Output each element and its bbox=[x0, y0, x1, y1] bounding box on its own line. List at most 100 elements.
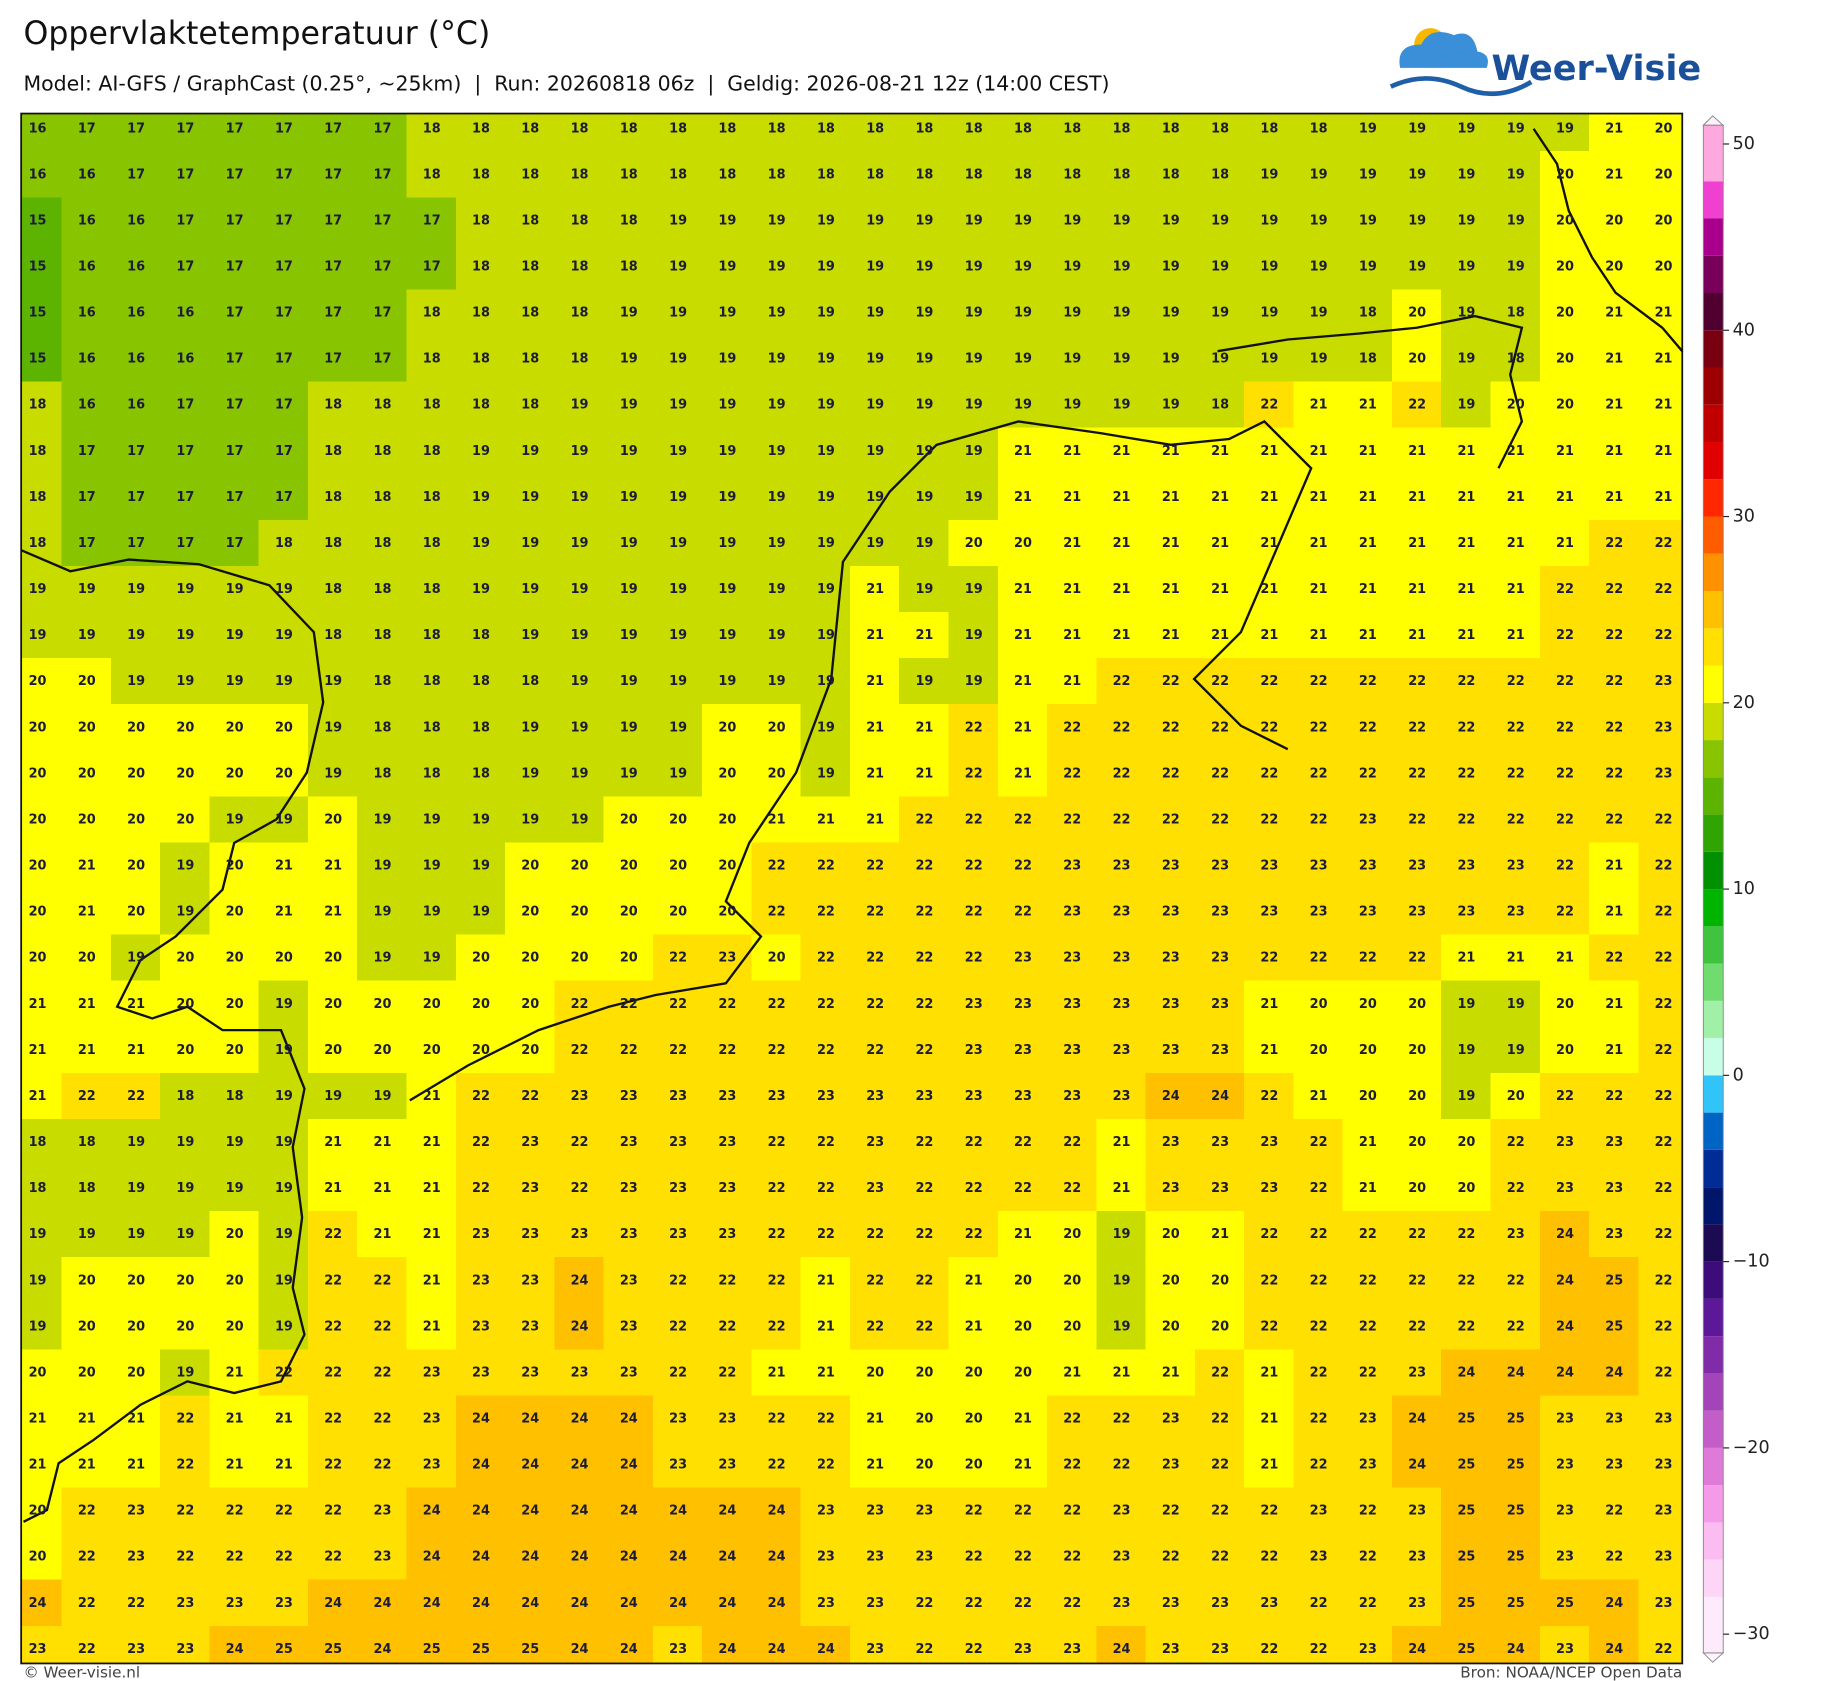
value-label: 23 bbox=[374, 1550, 392, 1565]
value-label: 18 bbox=[29, 536, 47, 551]
value-label: 21 bbox=[1359, 490, 1377, 505]
value-label: 20 bbox=[1014, 536, 1032, 551]
cell bbox=[406, 335, 457, 383]
cell bbox=[406, 289, 457, 337]
colorbar-band bbox=[1703, 479, 1724, 517]
value-label: 19 bbox=[78, 1227, 96, 1242]
value-label: 21 bbox=[1310, 582, 1328, 597]
value-label: 22 bbox=[1260, 720, 1278, 735]
cell bbox=[554, 842, 605, 890]
cell bbox=[1539, 612, 1591, 660]
value-label: 20 bbox=[1162, 1273, 1180, 1288]
value-label: 22 bbox=[571, 1181, 589, 1196]
value-label: 23 bbox=[1655, 674, 1673, 689]
value-label: 23 bbox=[620, 1181, 638, 1196]
cell bbox=[948, 796, 999, 844]
value-label: 21 bbox=[29, 1089, 47, 1104]
value-label: 22 bbox=[915, 997, 933, 1012]
cell bbox=[307, 243, 359, 291]
colorbar-band bbox=[1703, 889, 1724, 927]
value-label: 20 bbox=[1162, 1319, 1180, 1334]
colorbar-band bbox=[1703, 553, 1724, 592]
value-label: 21 bbox=[1063, 444, 1081, 459]
value-label: 19 bbox=[965, 352, 983, 367]
cell bbox=[1638, 519, 1683, 568]
value-label: 22 bbox=[1605, 951, 1623, 966]
value-label: 23 bbox=[1113, 1043, 1131, 1058]
value-label: 23 bbox=[1063, 997, 1081, 1012]
value-label: 20 bbox=[669, 859, 687, 874]
value-label: 22 bbox=[1556, 628, 1574, 643]
value-label: 19 bbox=[275, 1135, 293, 1150]
value-label: 22 bbox=[768, 1181, 786, 1196]
value-label: 24 bbox=[472, 1504, 490, 1519]
cell bbox=[61, 197, 113, 245]
value-label: 17 bbox=[275, 306, 293, 321]
value-label: 19 bbox=[275, 674, 293, 689]
value-label: 22 bbox=[1359, 720, 1377, 735]
value-label: 22 bbox=[1310, 1227, 1328, 1242]
value-label: 22 bbox=[718, 997, 736, 1012]
value-label: 19 bbox=[669, 720, 687, 735]
value-label: 21 bbox=[1408, 536, 1426, 551]
value-label: 17 bbox=[226, 398, 244, 413]
cell bbox=[1589, 197, 1640, 245]
value-label: 18 bbox=[423, 674, 441, 689]
value-label: 18 bbox=[718, 167, 736, 182]
cell bbox=[406, 381, 457, 429]
cell bbox=[800, 381, 852, 429]
cell bbox=[1441, 612, 1492, 660]
cell bbox=[505, 151, 556, 199]
cell bbox=[603, 289, 655, 337]
value-label: 23 bbox=[669, 1411, 687, 1426]
cell bbox=[997, 113, 1049, 153]
value-label: 18 bbox=[521, 167, 539, 182]
value-label: 23 bbox=[423, 1365, 441, 1380]
cell bbox=[406, 113, 457, 153]
cell bbox=[554, 113, 605, 153]
value-label: 23 bbox=[669, 1181, 687, 1196]
cell bbox=[948, 888, 999, 936]
value-label: 19 bbox=[718, 398, 736, 413]
cell bbox=[61, 658, 113, 706]
cell bbox=[1441, 289, 1492, 337]
value-label: 21 bbox=[1655, 490, 1673, 505]
value-label: 18 bbox=[374, 766, 392, 781]
cell bbox=[899, 243, 950, 291]
cell bbox=[603, 519, 655, 568]
cell bbox=[21, 473, 63, 522]
cell bbox=[1490, 151, 1541, 199]
value-label: 23 bbox=[472, 1227, 490, 1242]
colorbar-band bbox=[1703, 1485, 1724, 1523]
cell bbox=[357, 704, 408, 752]
value-label: 22 bbox=[817, 1043, 835, 1058]
value-label: 18 bbox=[1211, 167, 1229, 182]
colorbar-band bbox=[1703, 665, 1724, 703]
value-label: 18 bbox=[571, 306, 589, 321]
cell bbox=[1047, 381, 1098, 429]
value-label: 18 bbox=[521, 121, 539, 136]
value-label: 18 bbox=[226, 1089, 244, 1104]
cell bbox=[702, 704, 753, 752]
value-label: 23 bbox=[718, 1181, 736, 1196]
cell bbox=[1244, 113, 1295, 153]
value-label: 19 bbox=[965, 674, 983, 689]
cell bbox=[1391, 888, 1443, 936]
value-label: 22 bbox=[127, 1596, 145, 1611]
cell bbox=[849, 888, 901, 936]
value-label: 20 bbox=[669, 905, 687, 920]
value-label: 23 bbox=[1655, 1458, 1673, 1473]
cell bbox=[1293, 658, 1344, 706]
value-label: 20 bbox=[29, 766, 47, 781]
cell bbox=[1047, 151, 1098, 199]
cell bbox=[702, 612, 753, 660]
value-label: 24 bbox=[1507, 1365, 1525, 1380]
cell bbox=[505, 704, 556, 752]
value-label: 19 bbox=[127, 1227, 145, 1242]
cell bbox=[603, 243, 655, 291]
cell bbox=[1589, 612, 1640, 660]
colorbar-band bbox=[1703, 1224, 1724, 1262]
value-label: 23 bbox=[374, 1504, 392, 1519]
value-label: 21 bbox=[866, 812, 884, 827]
cell bbox=[258, 289, 310, 337]
